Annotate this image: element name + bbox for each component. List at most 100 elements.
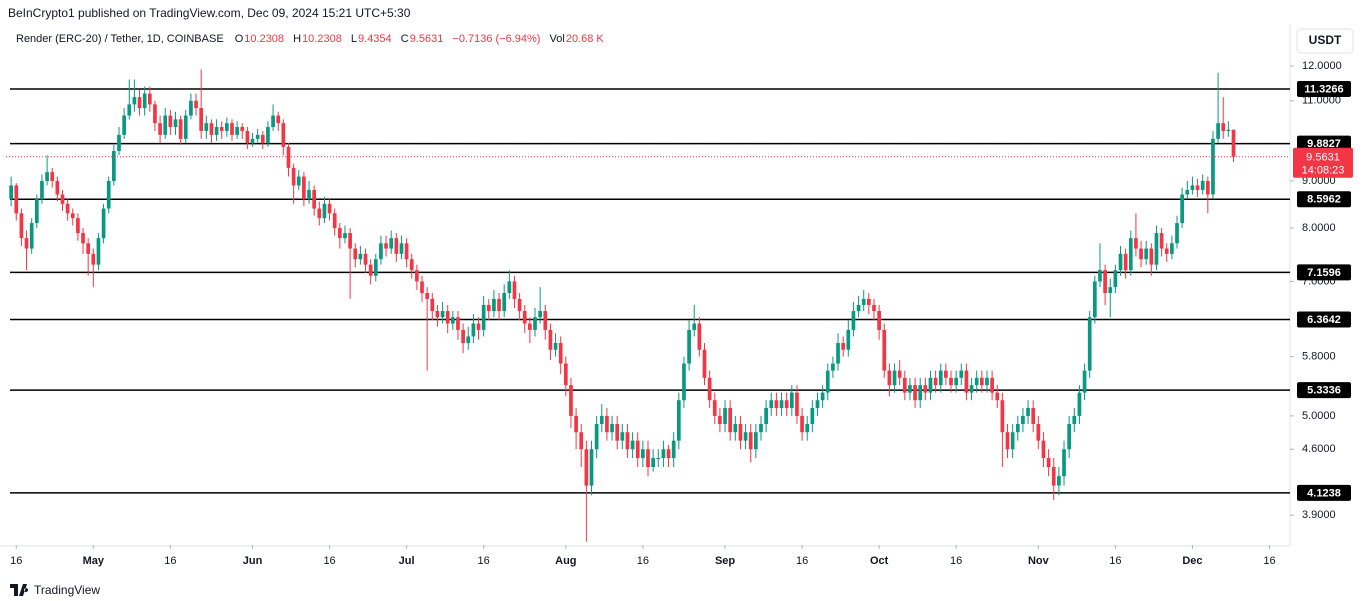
ohlc-value: 9.5631 [409, 33, 444, 45]
candle-body [1123, 253, 1128, 271]
candle-body [291, 167, 296, 186]
level-label: 7.1596 [1307, 267, 1341, 279]
candle-body [343, 233, 347, 239]
candle-body [692, 323, 697, 330]
candle-body [789, 392, 794, 408]
candle-body [70, 213, 75, 219]
currency-label[interactable]: USDT [1309, 33, 1342, 47]
candle-body [836, 343, 840, 364]
candle-body [712, 400, 717, 416]
candle-body [127, 104, 132, 116]
candle-body [985, 377, 989, 386]
y-tick-label: 11.0000 [1302, 95, 1341, 107]
candle-body [1031, 407, 1036, 424]
candle-body [255, 134, 260, 139]
volume-value: 20.68 K [565, 33, 604, 45]
candle-body [795, 392, 799, 416]
ohlc-key: O [234, 33, 244, 45]
ohlc-key: L [350, 33, 358, 45]
candle-body [569, 385, 573, 416]
candle-body [235, 127, 239, 135]
candle-body [76, 218, 80, 234]
candle-body [923, 385, 928, 393]
candle-body [769, 400, 774, 408]
candle-body [245, 130, 250, 143]
candle-body [1108, 287, 1113, 294]
x-tick-label: 16 [323, 555, 335, 567]
candle-body [902, 377, 907, 393]
candle-body [1113, 270, 1118, 288]
candle-body [759, 423, 763, 433]
y-tick-label: 5.0000 [1302, 410, 1336, 422]
candle-body [897, 370, 902, 378]
level-label-box [1297, 135, 1351, 152]
candle-body [877, 311, 881, 330]
footer: TradingView [10, 583, 100, 597]
candle-body [337, 228, 342, 239]
candle-body [415, 270, 419, 282]
candle-body [302, 176, 306, 200]
currency-button[interactable] [1296, 28, 1354, 54]
candle-body [625, 432, 630, 450]
candle-body [461, 329, 465, 344]
candle-body [117, 134, 121, 152]
candle-body [841, 343, 846, 350]
candle-body [389, 238, 394, 249]
candle-body [851, 311, 856, 330]
candle-body [733, 423, 738, 433]
candle-body [86, 243, 91, 254]
candle-body [728, 407, 733, 433]
level-label-box [1297, 264, 1351, 281]
candle-body [1021, 415, 1025, 424]
candle-body [528, 323, 532, 330]
candle-body [332, 213, 337, 229]
change: −0.7136 (−6.94%) [452, 33, 541, 45]
candle-body [641, 449, 645, 459]
candle-body [409, 259, 414, 271]
x-tick-label: Jul [399, 555, 415, 567]
candle-body [430, 298, 435, 312]
candle-body [497, 298, 501, 312]
candle-body [979, 377, 984, 386]
candle-body [112, 151, 116, 181]
candle-body [296, 176, 301, 186]
candle-body [1118, 253, 1123, 271]
candle-body [327, 203, 332, 214]
candle-body [481, 304, 486, 330]
candle-body [122, 115, 126, 135]
x-tick-label: Jun [243, 555, 263, 567]
candle-body [137, 97, 142, 109]
candle-body [522, 311, 527, 324]
x-tick-label: Aug [555, 555, 576, 567]
candle-body [574, 415, 578, 433]
candle-body [748, 432, 753, 450]
volume-key: Vol [549, 33, 565, 45]
candle-body [605, 415, 609, 433]
candle-body [492, 298, 496, 312]
candle-body [230, 123, 234, 135]
candle-body [1159, 233, 1164, 249]
candle-body [1231, 129, 1236, 157]
y-tick-label: 4.6000 [1302, 443, 1336, 455]
candle-body [974, 377, 979, 386]
candle-body [656, 458, 661, 460]
candle-body [548, 329, 553, 350]
candle-body [1226, 129, 1231, 131]
y-tick-label: 8.0000 [1302, 222, 1336, 234]
level-label: 5.3336 [1307, 384, 1341, 396]
candle-body [892, 370, 897, 386]
ohlc-value: 10.2308 [244, 33, 285, 45]
candle-body [486, 304, 491, 312]
candle-body [820, 392, 825, 401]
candle-body [1000, 400, 1005, 433]
y-tick-label: 12.0000 [1302, 60, 1342, 72]
x-tick-label: Nov [1028, 555, 1050, 567]
ohlc-value: 10.2308 [302, 33, 342, 45]
y-tick-label: 9.0000 [1302, 175, 1336, 187]
candle-body [219, 127, 224, 131]
candle-body [40, 180, 44, 200]
candle-body [1046, 458, 1051, 468]
candle-body [250, 138, 255, 143]
candle-body [173, 119, 178, 128]
